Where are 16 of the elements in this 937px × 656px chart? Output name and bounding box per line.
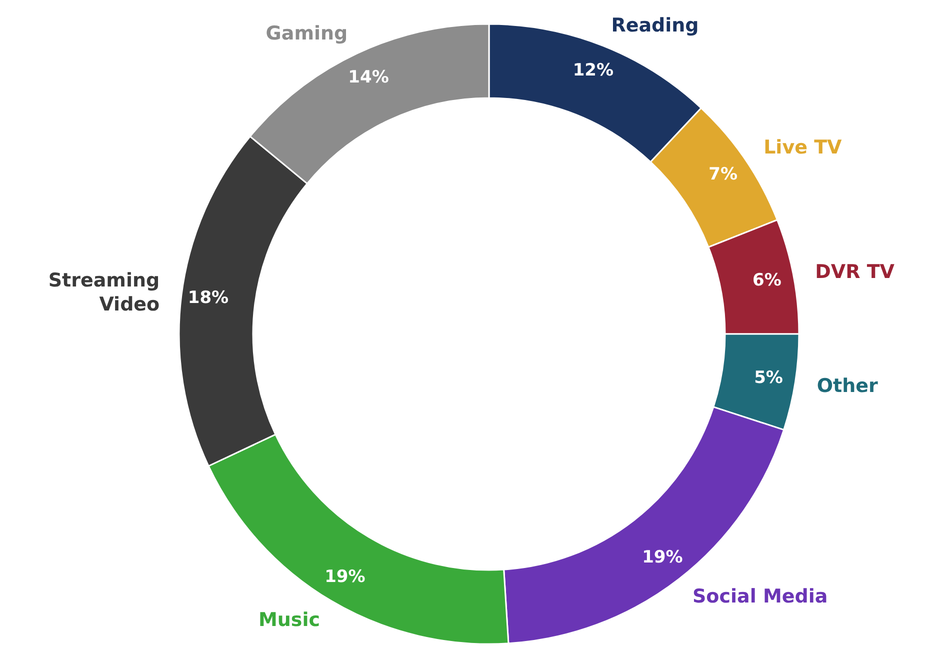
data-label: 6%: [752, 270, 782, 291]
slice-label: Reading: [611, 14, 699, 36]
slice-label: Other: [816, 374, 879, 397]
slice-label: Streaming Video: [48, 269, 160, 316]
data-label: 12%: [572, 60, 614, 81]
slice-label: Gaming: [266, 22, 348, 45]
slice-label: DVR TV: [815, 260, 895, 283]
data-label: 14%: [348, 68, 389, 88]
data-label: 18%: [188, 288, 229, 308]
data-label: 19%: [324, 567, 366, 588]
data-label: 5%: [754, 368, 783, 388]
slice-label: Social Media: [692, 585, 828, 608]
slice-label: Live TV: [764, 136, 842, 158]
slice-label: Music: [258, 608, 320, 631]
data-label: 19%: [642, 547, 683, 568]
data-label: 7%: [708, 164, 738, 185]
